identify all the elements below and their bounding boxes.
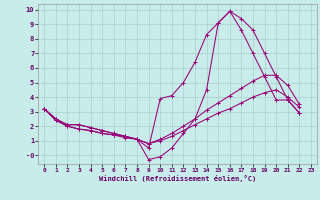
X-axis label: Windchill (Refroidissement éolien,°C): Windchill (Refroidissement éolien,°C): [99, 175, 256, 182]
